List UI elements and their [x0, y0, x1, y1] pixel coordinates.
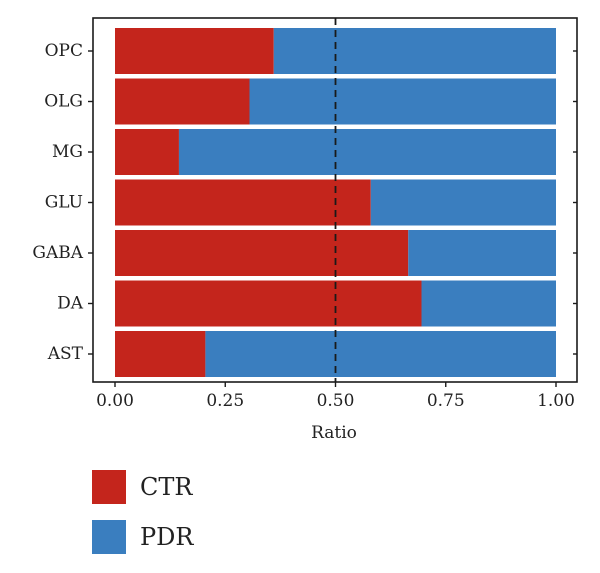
x-axis: 0.00 0.25 0.50 0.75 1.00 — [96, 382, 575, 411]
bar-gaba-ctr — [115, 230, 409, 276]
x-tick-label: 0.50 — [317, 391, 355, 411]
y-tick-label-ast: AST — [47, 344, 84, 364]
right-axis-ticks — [573, 50, 577, 355]
bar-olg-ctr — [115, 78, 250, 125]
y-tick-label-da: DA — [57, 294, 84, 314]
bar-olg-pdr — [249, 78, 556, 125]
x-tick-label: 0.25 — [206, 391, 244, 411]
bar-mg-pdr — [178, 129, 556, 175]
x-tick-label: 0.75 — [427, 391, 465, 411]
x-tick-label: 1.00 — [537, 391, 575, 411]
y-axis: OPC OLG MG GLU GABA DA AST — [32, 41, 93, 364]
legend: CTR PDR — [92, 470, 194, 554]
bar-glu-pdr — [370, 179, 556, 226]
legend-label-pdr: PDR — [140, 523, 194, 551]
bar-mg-ctr — [115, 129, 179, 175]
y-tick-label-gaba: GABA — [32, 243, 83, 263]
y-tick-label-olg: OLG — [44, 92, 83, 112]
bar-gaba-pdr — [408, 230, 556, 276]
bar-opc-ctr — [115, 28, 274, 74]
legend-swatch-pdr — [92, 520, 126, 554]
y-tick-label-mg: MG — [52, 142, 83, 162]
legend-label-ctr: CTR — [140, 473, 193, 501]
bar-ast-ctr — [115, 331, 206, 377]
y-tick-label-glu: GLU — [45, 193, 83, 213]
bar-da-pdr — [421, 280, 556, 327]
bar-glu-ctr — [115, 179, 371, 226]
x-tick-label: 0.00 — [96, 391, 134, 411]
bar-da-ctr — [115, 280, 422, 327]
x-axis-title: Ratio — [311, 423, 357, 443]
bar-opc-pdr — [273, 28, 556, 74]
y-tick-label-opc: OPC — [45, 41, 83, 61]
legend-swatch-ctr — [92, 470, 126, 504]
bar-ast-pdr — [205, 331, 556, 377]
bar-group — [115, 28, 556, 377]
